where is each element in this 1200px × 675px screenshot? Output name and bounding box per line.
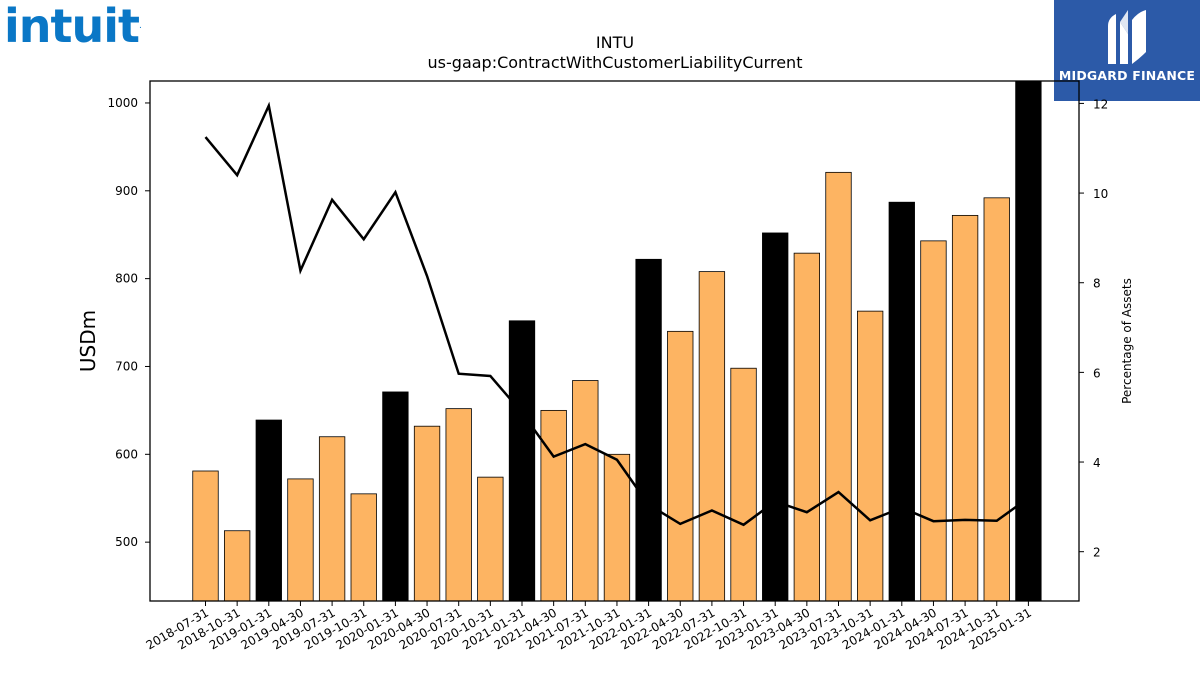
plot-frame [149, 80, 1080, 602]
bar-2021-01-31 [508, 320, 536, 601]
chart-subtitle: us-gaap:ContractWithCustomerLiabilityCur… [428, 53, 803, 72]
y2-tick-label: 2 [1093, 546, 1101, 560]
bar-2019-04-30 [287, 478, 314, 601]
bar-2020-10-31 [477, 476, 504, 601]
bar-2018-10-31 [223, 530, 251, 601]
chart-title: INTU [596, 33, 634, 52]
bar-2024-04-30 [920, 240, 947, 601]
bar-2022-04-30 [667, 330, 694, 601]
y2-tick-label: 6 [1093, 366, 1101, 380]
x-axis: 2018-07-312018-10-312019-01-312019-04-30… [144, 601, 1034, 652]
y2-tick-label: 4 [1093, 456, 1101, 470]
bar-2024-01-31 [888, 201, 915, 601]
intuit-logo: intuit. [4, 0, 142, 53]
y-tick-label: 800 [115, 272, 138, 286]
y-tick-label: 1000 [107, 96, 138, 110]
bar-2025-01-31 [1015, 81, 1042, 601]
y2-tick-label: 10 [1093, 187, 1108, 201]
bar-2022-07-31 [698, 271, 726, 601]
bar-2022-10-31 [730, 367, 757, 601]
bar-2022-01-31 [635, 258, 662, 601]
midgard-brand-text: MIDGARD FINANCE [1058, 68, 1196, 83]
y2-tick-label: 8 [1093, 277, 1101, 291]
bar-2019-07-31 [318, 436, 346, 601]
midgard-finance-logo: MIDGARD FINANCE [1054, 0, 1200, 101]
bar-2020-07-31 [445, 408, 472, 601]
y-tick-label: 600 [115, 447, 138, 461]
bar-2018-07-31 [192, 470, 219, 601]
bar-2020-01-31 [382, 391, 409, 601]
y2-tick-label: 12 [1093, 97, 1108, 111]
y-tick-label: 900 [115, 184, 138, 198]
y-tick-label: 500 [115, 535, 138, 549]
bar-2021-04-30 [540, 409, 567, 601]
left-axis: 500 600 700 800 900 1000 [107, 96, 150, 549]
right-axis: 2 4 6 8 10 12 [1079, 97, 1108, 560]
percentage-line [204, 101, 1030, 527]
bar-2020-04-30 [413, 425, 441, 601]
bar-series [192, 81, 1042, 601]
y2-axis-label: Percentage of Assets [1120, 278, 1134, 404]
y-axis-label: USDm [76, 310, 100, 372]
bar-2019-01-31 [255, 419, 282, 601]
bar-2023-10-31 [857, 310, 884, 601]
bar-2024-07-31 [951, 214, 979, 601]
bar-2021-07-31 [572, 380, 599, 601]
bar-2023-07-31 [825, 171, 852, 601]
bar-2021-10-31 [603, 453, 631, 601]
bar-2023-04-30 [793, 252, 820, 601]
bar-2023-01-31 [762, 232, 789, 601]
bar-2024-10-31 [983, 197, 1010, 601]
y-tick-label: 700 [115, 359, 138, 373]
midgard-emblem-icon [1108, 10, 1146, 64]
bar-2019-10-31 [350, 493, 377, 601]
